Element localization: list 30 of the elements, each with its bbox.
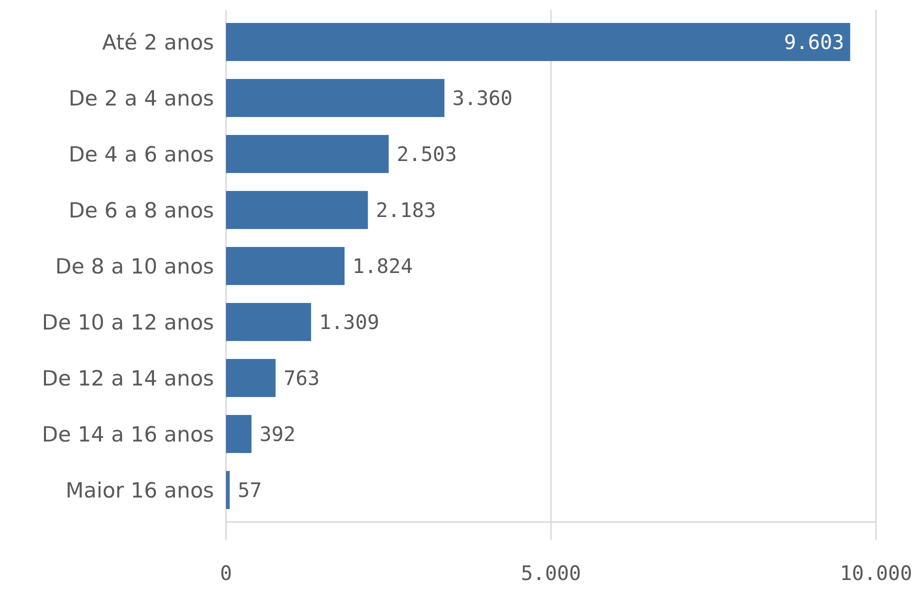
x-tick-label: 10.000 [840, 561, 912, 585]
data-label: 392 [259, 422, 296, 446]
y-tick-label: Maior 16 anos [66, 478, 214, 502]
y-tick-label: Até 2 anos [102, 30, 214, 54]
data-label: 3.360 [452, 86, 513, 110]
y-tick-label: De 8 a 10 anos [55, 254, 214, 278]
y-tick-label: De 4 a 6 anos [68, 142, 214, 166]
bar [226, 302, 312, 342]
bar [226, 134, 389, 174]
y-tick-label: De 12 a 14 anos [42, 366, 214, 390]
data-label: 1.309 [319, 310, 380, 334]
bar [226, 190, 368, 230]
data-label: 1.824 [352, 254, 413, 278]
data-label: 763 [284, 366, 320, 390]
bar [226, 246, 345, 286]
bar [226, 470, 230, 510]
bar [226, 414, 252, 454]
y-tick-label: De 6 a 8 anos [68, 198, 214, 222]
data-label: 2.503 [396, 142, 457, 166]
data-label: 57 [238, 478, 262, 502]
data-label: 9.603 [784, 30, 844, 54]
x-tick-label: 5.000 [520, 561, 582, 585]
data-label: 2.183 [376, 198, 436, 222]
bar [226, 358, 276, 398]
y-tick-label: De 10 a 12 anos [42, 310, 214, 334]
y-tick-label: De 2 a 4 anos [68, 86, 214, 110]
bar [226, 78, 444, 118]
bar [226, 22, 850, 62]
y-tick-label: De 14 a 16 anos [42, 422, 214, 446]
x-tick-label: 0 [220, 561, 232, 585]
